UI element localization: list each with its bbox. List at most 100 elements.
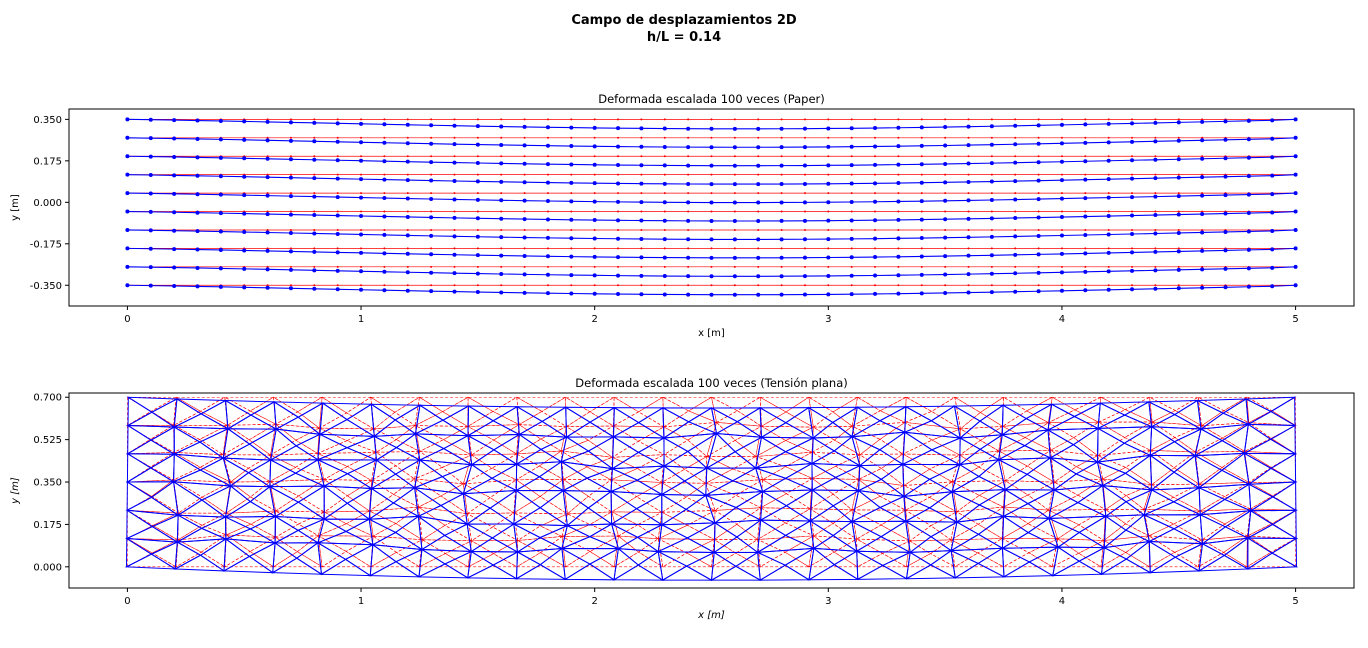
deformed-point bbox=[943, 290, 948, 295]
undeformed-point bbox=[289, 192, 292, 195]
undeformed-point bbox=[289, 136, 292, 139]
deformed-point bbox=[1130, 121, 1135, 126]
undeformed-element bbox=[297, 396, 323, 429]
deformed-point bbox=[1153, 249, 1158, 254]
undeformed-point bbox=[897, 155, 900, 158]
undeformed-point bbox=[313, 284, 316, 287]
deformed-element bbox=[225, 400, 276, 416]
undeformed-point bbox=[663, 155, 666, 158]
deformed-point bbox=[616, 181, 621, 186]
deformed-point bbox=[1293, 135, 1298, 140]
undeformed-element bbox=[955, 494, 1005, 513]
undeformed-element bbox=[856, 396, 907, 412]
deformed-point bbox=[1176, 194, 1181, 199]
deformed-point bbox=[452, 197, 457, 202]
undeformed-point bbox=[406, 192, 409, 195]
undeformed-point bbox=[313, 155, 316, 158]
deformed-point bbox=[896, 144, 901, 149]
deformed-point bbox=[662, 144, 667, 149]
deformed-element bbox=[1271, 537, 1298, 568]
undeformed-element bbox=[127, 453, 152, 483]
deformed-point bbox=[545, 180, 550, 185]
deformed-point bbox=[709, 255, 714, 260]
undeformed-element bbox=[1148, 535, 1176, 568]
undeformed-element bbox=[951, 481, 980, 513]
plot-plane-stress-x-tick-label: 4 bbox=[1059, 596, 1065, 607]
undeformed-point bbox=[757, 192, 760, 195]
deformed-point bbox=[545, 125, 550, 130]
deformed-element bbox=[856, 550, 884, 581]
deformed-point bbox=[288, 267, 293, 272]
undeformed-point bbox=[1201, 118, 1204, 121]
undeformed-element bbox=[1271, 396, 1296, 427]
undeformed-point bbox=[570, 247, 573, 250]
undeformed-element bbox=[1199, 496, 1251, 512]
undeformed-point bbox=[430, 210, 433, 213]
deformed-point bbox=[919, 291, 924, 296]
deformed-point bbox=[686, 218, 691, 223]
deformed-point bbox=[569, 236, 574, 241]
undeformed-element bbox=[346, 428, 377, 453]
undeformed-point bbox=[710, 136, 713, 139]
undeformed-point bbox=[733, 247, 736, 250]
undeformed-point bbox=[780, 247, 783, 250]
undeformed-point bbox=[990, 210, 993, 213]
deformed-element bbox=[1095, 454, 1151, 474]
deformed-point bbox=[756, 126, 761, 131]
deformed-point bbox=[943, 217, 948, 222]
deformed-point bbox=[1013, 160, 1018, 165]
plot-paper-x-tick-label: 2 bbox=[591, 314, 597, 325]
deformed-element bbox=[662, 465, 709, 482]
undeformed-point bbox=[803, 118, 806, 121]
deformed-point bbox=[756, 237, 761, 242]
undeformed-element bbox=[127, 396, 152, 427]
deformed-element bbox=[1123, 401, 1153, 428]
deformed-element bbox=[564, 421, 616, 438]
deformed-point bbox=[429, 160, 434, 165]
undeformed-element bbox=[178, 512, 226, 526]
undeformed-element bbox=[661, 481, 687, 513]
undeformed-element bbox=[225, 510, 276, 525]
deformed-element bbox=[560, 436, 590, 463]
deformed-element bbox=[757, 551, 787, 581]
plot-paper-x-tick-label: 1 bbox=[358, 314, 364, 325]
undeformed-point bbox=[920, 136, 923, 139]
deformed-point bbox=[148, 228, 153, 233]
deformed-element bbox=[150, 398, 178, 428]
deformed-element bbox=[1149, 414, 1202, 430]
undeformed-point bbox=[453, 118, 456, 121]
deformed-point bbox=[966, 161, 971, 166]
deformed-point bbox=[756, 145, 761, 150]
deformed-element bbox=[269, 459, 297, 488]
deformed-point bbox=[1176, 120, 1181, 125]
undeformed-point bbox=[1107, 247, 1110, 250]
undeformed-element bbox=[272, 396, 324, 413]
deformed-element bbox=[611, 436, 666, 453]
undeformed-point bbox=[1154, 210, 1157, 213]
deformed-point bbox=[288, 286, 293, 291]
deformed-element bbox=[588, 547, 620, 581]
deformed-point bbox=[849, 273, 854, 278]
undeformed-point bbox=[990, 192, 993, 195]
undeformed-point bbox=[1177, 173, 1180, 176]
deformed-point bbox=[1059, 159, 1064, 164]
deformed-element bbox=[249, 401, 277, 430]
deformed-element bbox=[661, 465, 686, 496]
deformed-point bbox=[405, 122, 410, 127]
deformed-element bbox=[998, 434, 1026, 461]
undeformed-element bbox=[1149, 449, 1197, 469]
deformed-element bbox=[1271, 509, 1297, 540]
deformed-element bbox=[127, 396, 153, 427]
deformed-point bbox=[1106, 250, 1111, 255]
undeformed-element bbox=[587, 479, 612, 513]
deformed-element bbox=[273, 501, 327, 520]
deformed-point bbox=[732, 163, 737, 168]
undeformed-point bbox=[593, 265, 596, 268]
deformed-point bbox=[429, 270, 434, 275]
undeformed-element bbox=[657, 538, 688, 568]
undeformed-element bbox=[226, 423, 277, 441]
undeformed-point bbox=[874, 118, 877, 121]
undeformed-point bbox=[710, 210, 713, 213]
